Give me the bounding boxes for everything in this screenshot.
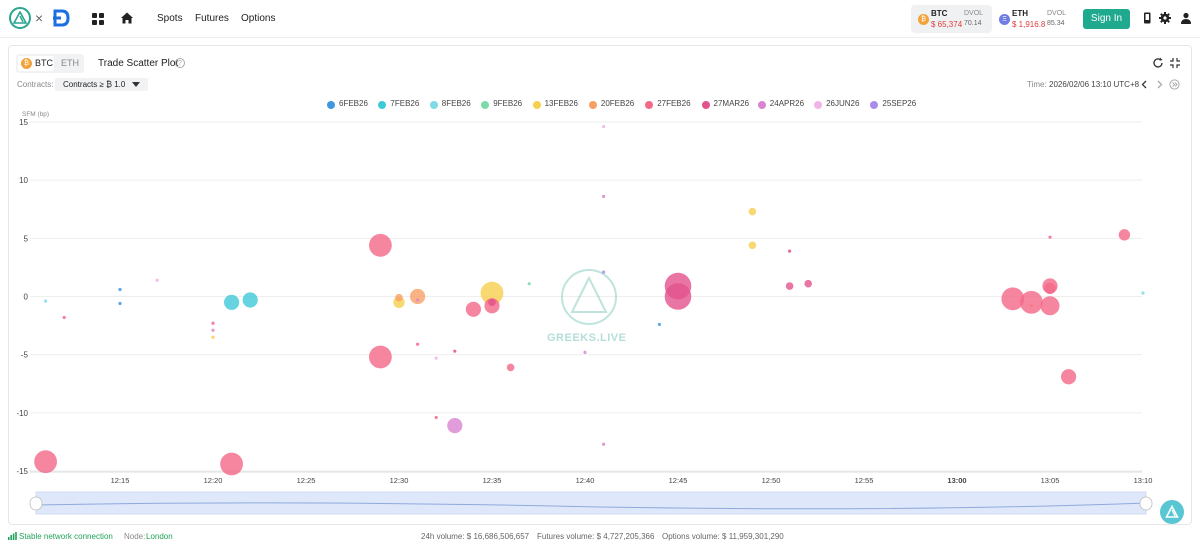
logo-separator: ×	[35, 10, 44, 26]
greeks-live-mark-icon	[13, 11, 27, 24]
time-value: 2026/02/06 13:10 UTC+8	[1049, 80, 1140, 89]
legend-marker	[588, 101, 597, 109]
legend-item[interactable]: 25SEP26	[882, 99, 917, 108]
greeks-mark-icon	[1165, 505, 1179, 518]
jump-latest-icon[interactable]	[1169, 79, 1180, 90]
apps-grid-icon[interactable]	[92, 13, 104, 25]
legend-item[interactable]: 27FEB26	[657, 99, 691, 108]
legend-item[interactable]: 26JUN26	[826, 99, 860, 108]
asset-btc-tab[interactable]: ₿ BTC	[18, 56, 54, 71]
eth-dvol-value: 85.34	[1047, 20, 1065, 27]
legend-item[interactable]: 20FEB26	[600, 99, 635, 108]
top-bar: × Spots Futures Options ₿ BTC $ 65,374 D…	[0, 0, 1200, 38]
status-footer: Stable network connection Node: London 2…	[0, 528, 1200, 543]
eth-symbol: ETH	[1012, 9, 1028, 18]
node-label: Node:	[124, 532, 146, 541]
btc-coin-icon: ₿	[21, 58, 32, 69]
greeks-assistant-button[interactable]	[1160, 500, 1184, 524]
chevron-right-icon[interactable]	[1155, 80, 1164, 89]
eth-coin-icon: Ξ	[999, 14, 1010, 25]
chevron-left-icon[interactable]	[1140, 80, 1149, 89]
legend-item[interactable]: 27MAR26	[713, 99, 750, 108]
watermark-label: GREEKS.LIVE	[547, 332, 627, 344]
legend-marker	[481, 101, 490, 109]
legend-marker	[701, 101, 710, 109]
nav-options[interactable]: Options	[241, 13, 276, 24]
mobile-app-icon[interactable]	[1141, 12, 1153, 24]
volume-24h: 24h volume: $ 16,686,506,657	[421, 532, 530, 541]
scatter-panel	[8, 45, 1192, 525]
asset-btc-label: BTC	[35, 58, 53, 68]
eth-ticker[interactable]: Ξ ETH $ 1,916.8 DVOL 85.34	[996, 5, 1076, 33]
sign-in-button[interactable]: Sign In	[1083, 9, 1130, 29]
legend-item[interactable]: 13FEB26	[544, 99, 578, 108]
refresh-icon[interactable]	[1152, 57, 1164, 69]
chevron-down-icon	[131, 82, 140, 88]
legend-marker	[429, 101, 438, 109]
legend-marker	[378, 101, 387, 109]
legend-marker	[814, 101, 823, 109]
asset-toggle: ₿ BTC ETH	[16, 54, 84, 73]
eth-price: $ 1,916.8	[1012, 20, 1046, 29]
legend-item[interactable]: 24APR26	[769, 99, 805, 108]
btc-coin-icon: ₿	[918, 14, 929, 25]
help-icon[interactable]: ?	[175, 58, 185, 68]
deribit-logo-icon[interactable]	[51, 8, 71, 28]
legend-marker	[757, 101, 766, 109]
legend-item[interactable]: 8FEB26	[441, 99, 471, 108]
node-value: London	[146, 532, 173, 541]
legend-marker	[870, 101, 879, 109]
btc-dvol-value: 70.14	[964, 20, 982, 27]
legend-item[interactable]: 9FEB26	[493, 99, 523, 108]
options-volume: Options volume: $ 11,959,301,290	[662, 532, 784, 541]
eth-dvol-label: DVOL	[1047, 10, 1067, 17]
asset-eth-tab[interactable]: ETH	[61, 58, 79, 68]
connection-status: Stable network connection	[19, 532, 113, 541]
signal-bars-icon	[8, 532, 17, 540]
legend-marker	[327, 101, 335, 109]
contracts-label: Contracts:	[17, 80, 54, 89]
contracts-value: Contracts ≥ ₿ 1.0	[63, 80, 126, 89]
home-icon[interactable]	[120, 11, 134, 25]
time-label: Time:	[1027, 80, 1047, 89]
btc-ticker[interactable]: ₿ BTC $ 65,374 DVOL 70.14	[911, 5, 992, 33]
legend-item[interactable]: 7FEB26	[390, 99, 420, 108]
legend-marker	[532, 101, 541, 109]
greeks-live-logo[interactable]	[9, 7, 31, 29]
btc-dvol-label: DVOL	[964, 10, 984, 17]
contracts-select[interactable]: Contracts ≥ ₿ 1.0	[55, 78, 148, 91]
nav-futures[interactable]: Futures	[195, 13, 229, 24]
futures-volume: Futures volume: $ 4,727,205,366	[537, 532, 655, 541]
user-icon[interactable]	[1180, 12, 1192, 24]
btc-symbol: BTC	[931, 9, 948, 18]
btc-price: $ 65,374	[931, 20, 963, 29]
collapse-icon[interactable]	[1169, 57, 1181, 69]
nav-spots[interactable]: Spots	[157, 13, 183, 24]
gear-icon[interactable]	[1159, 12, 1171, 24]
legend-item[interactable]: 6FEB26	[339, 99, 368, 108]
panel-title: Trade Scatter Plot	[98, 58, 179, 69]
legend-marker	[645, 101, 654, 109]
